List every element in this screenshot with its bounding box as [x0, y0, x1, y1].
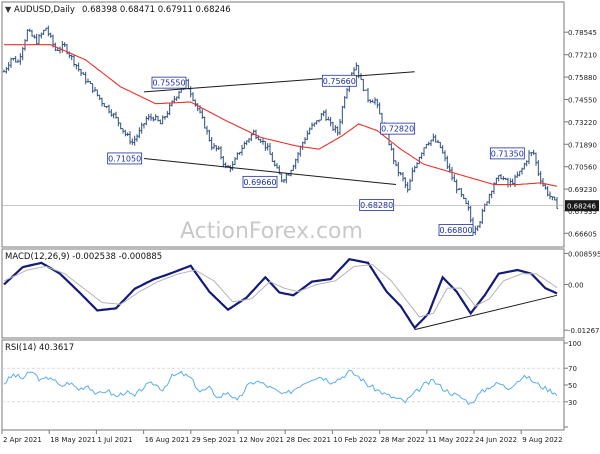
price-annotation-label: 0.75550: [152, 79, 185, 88]
rsi-tick-label: 70: [568, 365, 577, 373]
price-annotation-label: 0.71350: [491, 149, 524, 158]
price-annotation-box: [359, 199, 395, 212]
price-tick-label: 0.75880: [568, 74, 597, 82]
price-annotation-box: [438, 224, 474, 236]
date-tick-label: 18 May 2021: [50, 436, 96, 444]
macd-title: MACD(12,26,9) -0.002538 -0.000885: [5, 252, 162, 262]
rsi-tick-label: 100: [568, 340, 581, 348]
price-annotation-label: 0.69660: [243, 178, 276, 187]
moving-average: [4, 44, 558, 187]
date-tick-label: 9 Aug 2022: [522, 436, 562, 444]
price-annotation-box: [321, 74, 357, 87]
date-tick-label: 28 Dec 2021: [286, 436, 331, 444]
macd-axis: 0.008595 0.00 -0.01267: [564, 250, 600, 335]
price-annotation-box: [489, 147, 525, 160]
last-price-tag: [565, 200, 599, 212]
price-annotation-label: 0.75660: [323, 77, 356, 86]
price-tick-label: 0.69230: [568, 186, 597, 194]
watermark: ActionForex.com: [180, 219, 363, 244]
macd-lines: [3, 257, 558, 331]
rsi-line: [2, 367, 564, 406]
price-panel-frame: [1, 1, 565, 248]
price-tick-label: 0.78545: [568, 29, 597, 37]
date-tick-label: 11 May 2022: [428, 436, 474, 444]
price-annotation-box: [151, 76, 187, 89]
price-tick-label: 0.66605: [568, 230, 597, 238]
price-tick-label: 0.73220: [568, 119, 597, 127]
date-tick-label: 2 Apr 2021: [3, 436, 42, 444]
macd-tick-label: -0.01267: [568, 327, 599, 335]
date-tick-label: 29 Sep 2021: [192, 436, 236, 444]
date-tick-label: 28 Mar 2022: [381, 436, 425, 444]
date-tick-label: 16 Aug 2021: [145, 436, 190, 444]
macd-tick-label: 0.00: [568, 281, 584, 289]
date-tick-label: 24 Jun 2022: [475, 436, 517, 444]
rsi-axis: 100 70 50 30: [564, 340, 581, 428]
price-tick-label: 0.74550: [568, 96, 597, 104]
price-annotation-label: 0.71050: [108, 154, 141, 163]
price-annotation-label: 0.66800: [439, 226, 472, 235]
macd-line: [3, 257, 558, 330]
date-tick-label: 1 Jul 2021: [97, 436, 132, 444]
date-tick-label: 10 Feb 2022: [333, 436, 377, 444]
macd-trendline: [414, 294, 558, 331]
rsi-title: RSI(14) 40.3617: [5, 343, 74, 353]
price-annotation-box: [107, 152, 143, 165]
price-trendline: [143, 157, 397, 186]
price-annotations: 0.755500.710500.696600.756600.728200.682…: [107, 74, 525, 236]
price-axis: 0.78545 0.77210 0.75880 0.74550 0.73220 0.718…: [2, 29, 599, 238]
price-trendline: [143, 71, 415, 93]
price-annotation-label: 0.72820: [381, 125, 414, 134]
macd-tick-label: 0.008595: [568, 250, 600, 258]
rsi-tick-label: 30: [568, 399, 577, 407]
rsi-line-path: [3, 369, 558, 406]
rsi-panel-frame: [1, 339, 565, 431]
last-price-label: 0.68246: [567, 203, 596, 211]
price-tick-label: 0.70560: [568, 164, 597, 172]
price-tick-label: 0.67935: [568, 208, 597, 216]
date-tick-label: 12 Nov 2021: [239, 436, 284, 444]
trendlines: [143, 71, 415, 186]
symbol-icon: ▼: [5, 5, 12, 14]
chart-ohlc: 0.68398 0.68471 0.67911 0.68246: [82, 5, 231, 15]
signal-line: [3, 264, 558, 318]
rsi-tick-label: 50: [568, 382, 577, 390]
chart-symbol: AUDUSD,Daily: [14, 5, 75, 15]
price-tick-label: 0.77210: [568, 52, 597, 60]
price-annotation-box: [380, 122, 416, 135]
price-tick-label: 0.71890: [568, 141, 597, 149]
date-axis: 2 Apr 2021 18 May 2021 1 Jul 2021 16 Aug 20…: [1, 430, 563, 444]
moving-average-line: [4, 44, 558, 187]
price-annotation-box: [242, 175, 278, 188]
